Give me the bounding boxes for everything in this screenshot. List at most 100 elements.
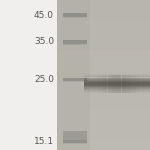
Bar — [57, 102, 150, 105]
Bar — [84, 77, 150, 78]
Bar — [57, 50, 150, 52]
Bar — [145, 75, 150, 93]
Bar — [63, 44, 87, 45]
Bar — [57, 20, 150, 22]
Bar — [84, 83, 150, 84]
Bar — [57, 145, 150, 147]
Bar — [57, 33, 150, 35]
Bar — [63, 81, 87, 82]
Bar — [117, 75, 121, 93]
Bar — [57, 132, 150, 135]
Bar — [89, 75, 93, 93]
Bar — [57, 95, 150, 98]
Bar — [57, 42, 150, 45]
Bar — [57, 15, 150, 18]
Bar — [57, 128, 150, 130]
Bar — [84, 76, 150, 77]
Bar — [84, 85, 150, 86]
Bar — [57, 35, 150, 38]
Bar — [57, 147, 150, 150]
Bar — [84, 81, 150, 82]
Bar — [84, 88, 150, 89]
Bar — [84, 87, 150, 88]
Bar — [112, 75, 117, 93]
Bar — [63, 17, 87, 18]
Bar — [57, 22, 150, 25]
Bar — [57, 0, 90, 150]
Bar — [63, 78, 87, 81]
Bar — [57, 98, 150, 100]
Bar — [57, 65, 150, 68]
Bar — [103, 75, 107, 93]
Bar — [57, 108, 150, 110]
Bar — [57, 25, 150, 27]
Bar — [0, 0, 57, 150]
Bar — [57, 12, 150, 15]
Bar — [84, 89, 150, 90]
Bar — [57, 100, 150, 102]
Bar — [57, 63, 150, 65]
Bar — [57, 70, 150, 72]
Bar — [57, 142, 150, 145]
Bar — [57, 105, 150, 108]
Bar — [57, 0, 150, 3]
Bar — [57, 55, 150, 57]
Bar — [57, 75, 150, 78]
Bar — [57, 140, 150, 142]
Bar — [57, 112, 150, 115]
Bar — [84, 84, 150, 85]
Bar — [57, 27, 150, 30]
Bar — [108, 75, 112, 93]
Bar — [84, 75, 150, 76]
Bar — [57, 90, 150, 93]
Bar — [57, 48, 150, 50]
Bar — [63, 142, 87, 144]
Bar — [57, 38, 150, 40]
Bar — [57, 115, 150, 117]
Bar — [57, 78, 150, 80]
Bar — [57, 68, 150, 70]
Bar — [84, 82, 150, 83]
Bar — [84, 78, 150, 79]
Bar — [57, 125, 150, 127]
Bar — [136, 75, 140, 93]
Bar — [57, 82, 150, 85]
Bar — [57, 138, 150, 140]
Bar — [57, 85, 150, 87]
Bar — [57, 5, 150, 8]
Text: 45.0: 45.0 — [34, 11, 54, 20]
Bar — [57, 3, 150, 5]
Bar — [141, 75, 145, 93]
Bar — [57, 18, 150, 20]
Bar — [57, 130, 150, 132]
Bar — [57, 87, 150, 90]
Bar — [57, 40, 150, 42]
Bar — [57, 45, 150, 48]
Bar — [57, 93, 150, 95]
Bar — [63, 13, 87, 17]
Text: 15.1: 15.1 — [34, 136, 54, 146]
Bar — [84, 79, 150, 80]
Bar — [57, 0, 150, 150]
Bar — [57, 123, 150, 125]
Bar — [84, 86, 150, 87]
Bar — [57, 30, 150, 33]
Text: 35.0: 35.0 — [34, 38, 54, 46]
Bar — [84, 80, 150, 81]
Bar — [57, 110, 150, 112]
Bar — [93, 75, 98, 93]
Text: 25.0: 25.0 — [34, 75, 54, 84]
Bar — [63, 40, 87, 44]
Bar — [84, 92, 150, 93]
Bar — [63, 140, 87, 142]
Bar — [84, 91, 150, 92]
Bar — [57, 57, 150, 60]
Bar — [84, 74, 150, 75]
Bar — [57, 10, 150, 12]
Bar — [57, 117, 150, 120]
Bar — [84, 75, 88, 93]
Bar — [126, 75, 131, 93]
Bar — [57, 72, 150, 75]
Bar — [57, 60, 150, 63]
Bar — [57, 52, 150, 55]
